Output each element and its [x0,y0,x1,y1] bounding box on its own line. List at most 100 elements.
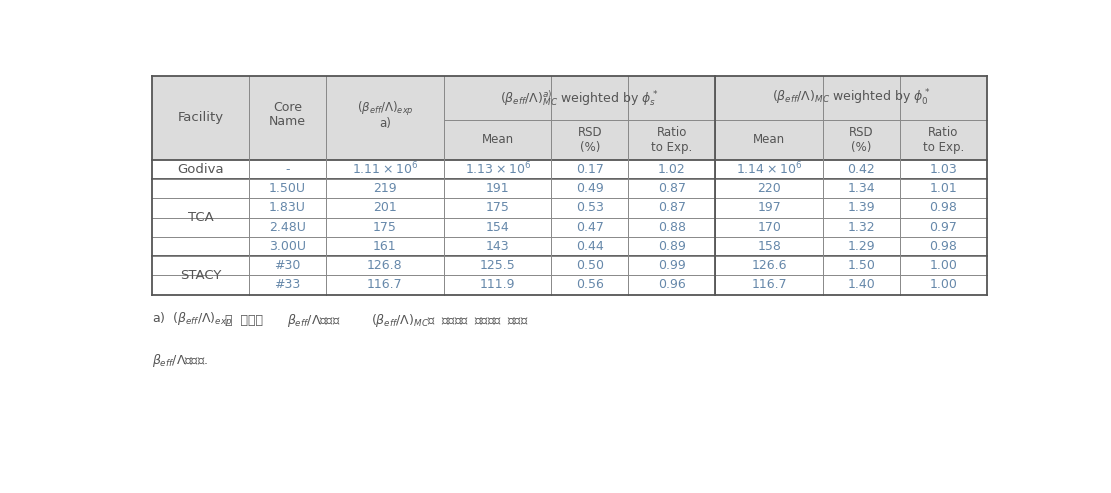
Bar [152,179,249,256]
Bar [249,237,326,256]
Text: 197: 197 [758,201,781,214]
Text: Mean: Mean [753,133,785,146]
Bar [629,160,715,179]
Text: RSD
(%): RSD (%) [578,126,602,154]
Bar [823,256,900,275]
Text: 2.48U: 2.48U [269,221,306,234]
Text: 219: 219 [373,182,397,195]
Bar [629,217,715,237]
Bar [900,198,987,217]
Text: #30: #30 [274,259,301,272]
Bar [823,160,900,179]
Text: 0.17: 0.17 [575,163,603,176]
Text: 0.56: 0.56 [575,279,603,291]
Bar [551,256,629,275]
Bar [629,120,715,160]
Text: 는  실험적: 는 실험적 [224,314,271,327]
Text: 161: 161 [373,240,397,253]
Bar [900,237,987,256]
Bar [900,217,987,237]
Text: 0.97: 0.97 [930,221,958,234]
Text: 0.42: 0.42 [848,163,875,176]
Text: 0.44: 0.44 [575,240,603,253]
Text: 0.98: 0.98 [930,240,958,253]
Bar [551,237,629,256]
Text: Godiva: Godiva [177,163,223,176]
Bar [326,256,444,275]
Bar [629,179,715,198]
Text: 0.87: 0.87 [658,201,685,214]
Bar [444,256,551,275]
Text: 175: 175 [486,201,510,214]
Bar [715,198,823,217]
Text: 125.5: 125.5 [480,259,516,272]
Text: 158: 158 [758,240,781,253]
Bar [326,237,444,256]
Text: $(\beta_{eff}/\Lambda)_{MC}^{a)}$ weighted by $\phi_s^*$: $(\beta_{eff}/\Lambda)_{MC}^{a)}$ weight… [500,88,659,108]
Bar [152,160,249,179]
Bar [249,198,326,217]
Bar [900,179,987,198]
Bar [900,160,987,179]
Bar [249,160,326,179]
Bar [444,76,715,120]
Text: a)  $(\beta_{eff}/\Lambda)_{exp}$: a) $(\beta_{eff}/\Lambda)_{exp}$ [152,312,232,329]
Text: 201: 201 [373,201,397,214]
Text: 0.89: 0.89 [658,240,685,253]
Text: TCA: TCA [188,211,213,224]
Text: 1.03: 1.03 [930,163,958,176]
Bar [444,198,551,217]
Bar [551,275,629,294]
Text: 1.32: 1.32 [848,221,875,234]
Text: RSD
(%): RSD (%) [849,126,873,154]
Text: 116.7: 116.7 [367,279,403,291]
Bar [715,217,823,237]
Bar [900,120,987,160]
Bar [444,160,551,179]
Bar [444,179,551,198]
Text: 143: 143 [486,240,510,253]
Text: 170: 170 [758,221,781,234]
Text: $1.11\times10^{6}$: $1.11\times10^{6}$ [352,161,418,177]
Bar [444,217,551,237]
Bar [823,217,900,237]
Text: Ratio
to Exp.: Ratio to Exp. [651,126,692,154]
Text: 1.00: 1.00 [930,259,958,272]
Bar [551,160,629,179]
Bar [823,198,900,217]
Bar [326,179,444,198]
Text: 0.47: 0.47 [575,221,603,234]
Bar [823,275,900,294]
Bar [900,256,987,275]
Text: 1.50U: 1.50U [269,182,306,195]
Text: 1.40: 1.40 [848,279,875,291]
Bar [551,179,629,198]
Bar [715,275,823,294]
Text: 126.8: 126.8 [367,259,403,272]
Text: $\beta_{eff}/\Lambda$값이다.: $\beta_{eff}/\Lambda$값이다. [152,352,208,369]
Text: Ratio
to Exp.: Ratio to Exp. [923,126,964,154]
Bar [326,160,444,179]
Text: 191: 191 [486,182,510,195]
Text: 220: 220 [758,182,781,195]
Bar [444,237,551,256]
Text: 0.96: 0.96 [658,279,685,291]
Text: Mean: Mean [481,133,513,146]
Text: Core: Core [273,101,302,114]
Text: 1.50: 1.50 [848,259,875,272]
Bar [249,275,326,294]
Bar [444,275,551,294]
Text: 0.98: 0.98 [930,201,958,214]
Bar [551,217,629,237]
Text: 0.49: 0.49 [575,182,603,195]
Text: 126.6: 126.6 [751,259,787,272]
Text: Facility: Facility [178,111,223,125]
Text: 154: 154 [486,221,510,234]
Text: 175: 175 [373,221,397,234]
Text: $1.13\times10^{6}$: $1.13\times10^{6}$ [464,161,531,177]
Text: 1.01: 1.01 [930,182,958,195]
Bar [551,120,629,160]
Text: 0.53: 0.53 [575,201,603,214]
Text: 0.99: 0.99 [658,259,685,272]
Text: a): a) [379,117,391,130]
